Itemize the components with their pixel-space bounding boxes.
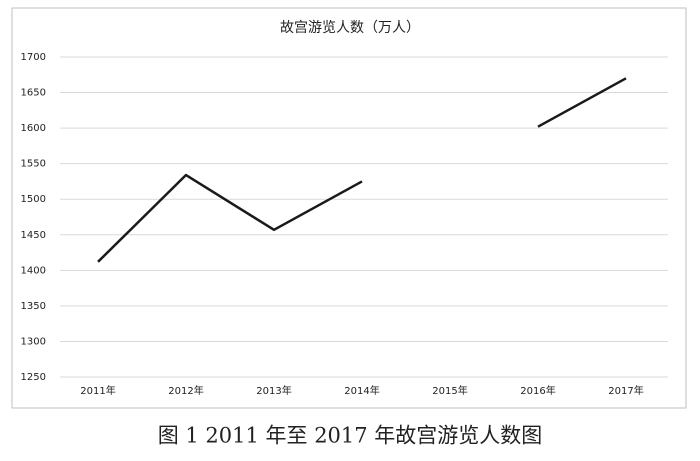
y-tick-label: 1600 — [21, 123, 46, 134]
y-tick-label: 1300 — [21, 336, 46, 347]
x-tick-label: 2013年 — [256, 384, 291, 397]
y-tick-label: 1500 — [21, 194, 46, 205]
chart-title: 故宫游览人数（万人） — [280, 20, 420, 36]
data-line — [97, 77, 627, 263]
x-tick-label: 2016年 — [520, 384, 555, 397]
y-tick-label: 1250 — [21, 372, 46, 383]
x-tick-label: 2011年 — [80, 384, 115, 397]
x-tick-label: 2017年 — [608, 384, 643, 397]
y-tick-label: 1350 — [21, 301, 46, 312]
y-tick-label: 1450 — [21, 230, 46, 241]
x-tick-label: 2012年 — [168, 384, 203, 397]
x-tick-label: 2015年 — [432, 384, 467, 397]
figure-caption: 图 1 2011 年至 2017 年故宫游览人数图 — [158, 424, 543, 448]
chart-frame — [11, 7, 687, 409]
y-tick-label: 1650 — [21, 88, 46, 99]
x-tick-label: 2014年 — [344, 384, 379, 397]
y-tick-label: 1700 — [21, 52, 46, 63]
y-tick-label: 1550 — [21, 159, 46, 170]
y-tick-label: 1400 — [21, 265, 46, 276]
